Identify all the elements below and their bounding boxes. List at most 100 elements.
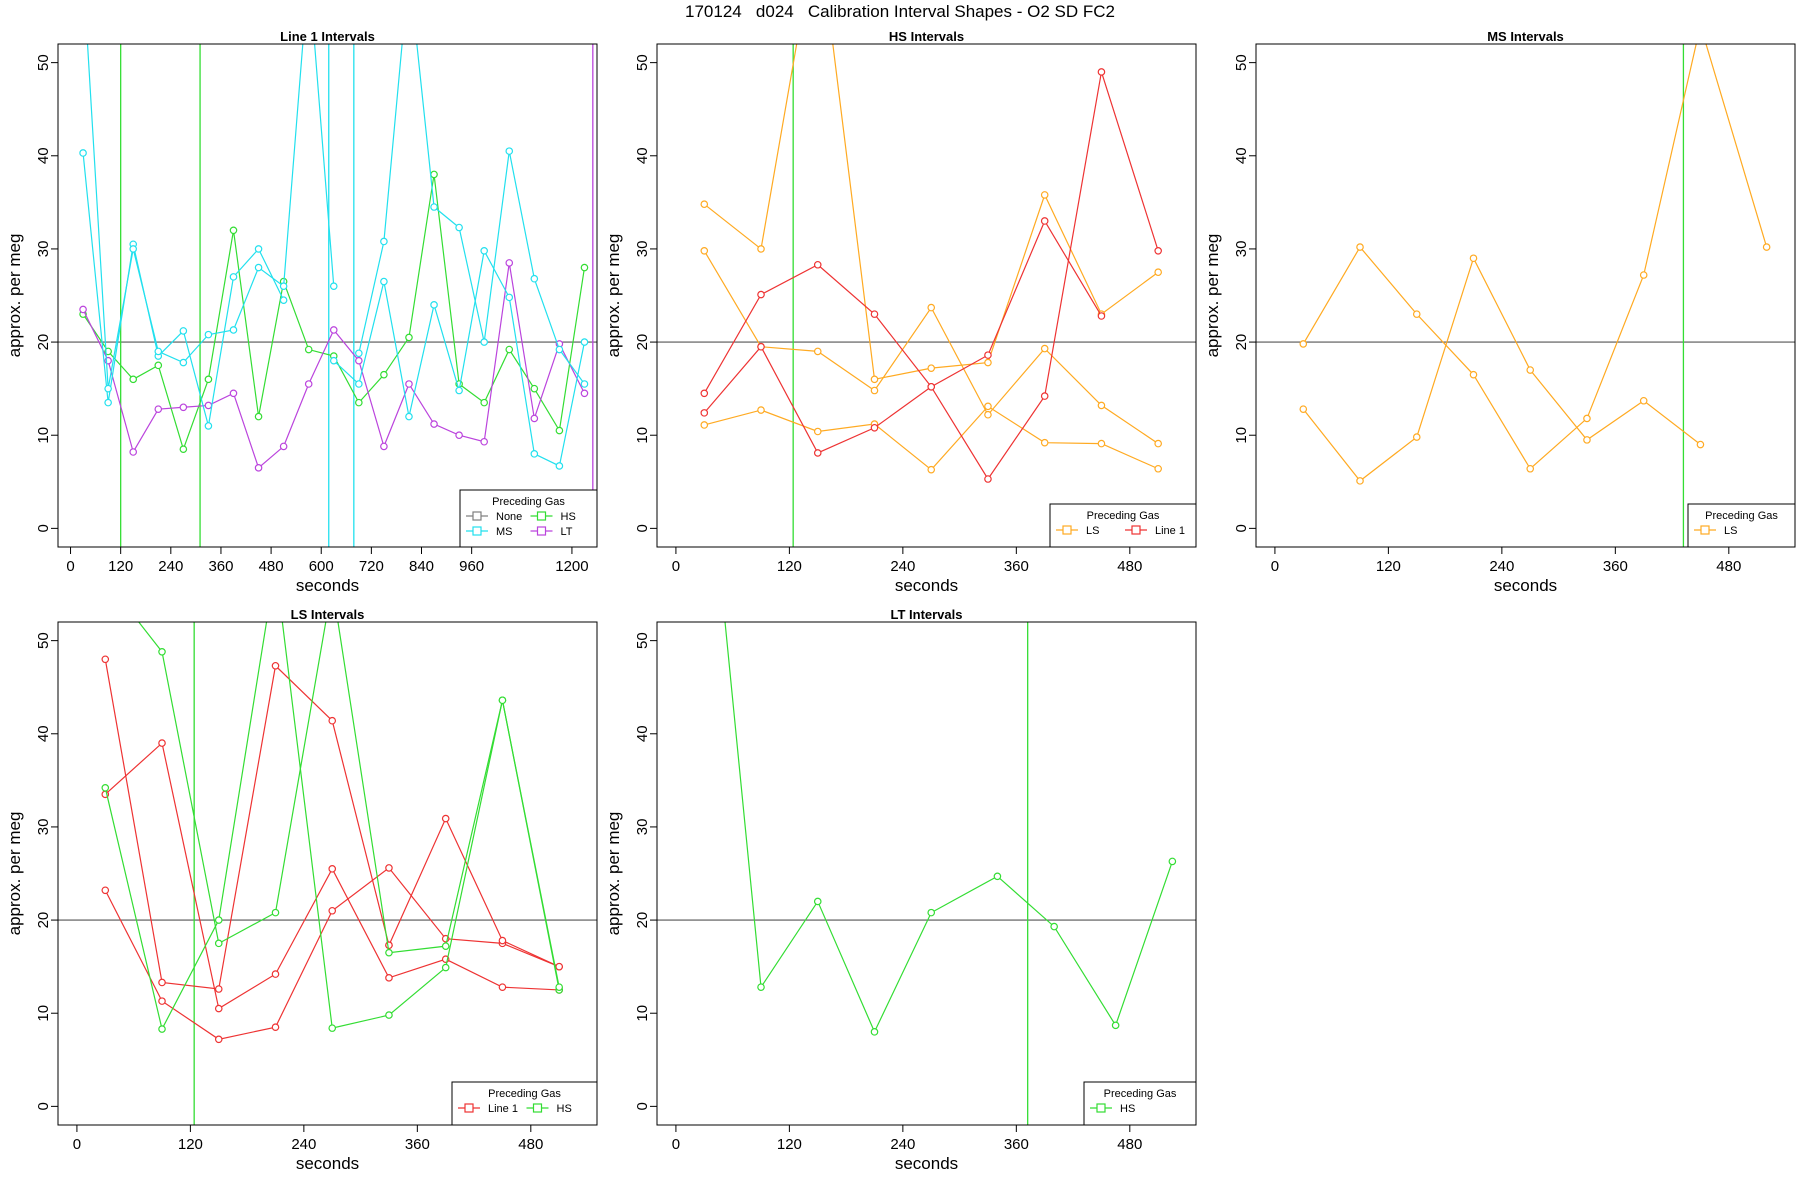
legend-swatch-marker bbox=[536, 526, 547, 536]
series-line bbox=[1302, 256, 1701, 482]
x-tick-label: 0 bbox=[672, 1136, 680, 1153]
data-point bbox=[1040, 191, 1049, 199]
y-tick-label: 30 bbox=[634, 241, 651, 258]
data-point bbox=[179, 403, 188, 412]
y-tick-label: 50 bbox=[1233, 54, 1250, 71]
plot-frame bbox=[656, 43, 1197, 548]
y-tick-label: 40 bbox=[35, 147, 52, 164]
plot-area bbox=[58, 622, 597, 1125]
legend-label: HS bbox=[1120, 1103, 1135, 1115]
y-tick-label: 20 bbox=[35, 334, 52, 351]
data-point bbox=[329, 356, 338, 365]
data-point bbox=[328, 1024, 337, 1032]
series-line bbox=[388, 817, 560, 968]
panel-2: HS Intervals 0 120 240 360 480 0 10 20 30 40 50 seco… bbox=[604, 29, 1197, 595]
series-line bbox=[703, 219, 1102, 454]
data-point bbox=[271, 970, 280, 978]
legend-title: Preceding Gas bbox=[1104, 1088, 1177, 1100]
panel-4: LS Intervals 0 120 240 360 480 0 10 20 30 40 50 seco… bbox=[5, 607, 598, 1173]
data-point bbox=[304, 345, 313, 354]
legend-swatch-marker bbox=[532, 1103, 543, 1113]
data-point bbox=[441, 963, 450, 972]
data-point bbox=[757, 983, 765, 991]
x-axis-label: seconds bbox=[296, 576, 359, 595]
data-point bbox=[984, 410, 992, 419]
panel-title: LT Intervals bbox=[890, 607, 962, 622]
data-point bbox=[870, 423, 879, 432]
data-point bbox=[1154, 268, 1162, 277]
data-point bbox=[1762, 243, 1771, 251]
data-point bbox=[700, 246, 709, 255]
data-point bbox=[580, 263, 589, 272]
data-point bbox=[813, 427, 822, 436]
y-tick-label: 40 bbox=[1233, 147, 1250, 164]
data-point bbox=[104, 398, 112, 407]
data-point bbox=[204, 401, 213, 410]
data-point bbox=[214, 939, 223, 948]
y-tick-label: 30 bbox=[1233, 241, 1250, 258]
plot-frame bbox=[656, 621, 1197, 1126]
data-point bbox=[1040, 392, 1049, 400]
y-tick-label: 0 bbox=[634, 1102, 651, 1110]
y-tick-label: 30 bbox=[35, 819, 52, 836]
data-point bbox=[254, 245, 263, 253]
y-tick-label: 10 bbox=[1233, 427, 1250, 444]
x-tick-label: 480 bbox=[1716, 558, 1741, 575]
panel-title: LS Intervals bbox=[291, 607, 365, 622]
data-point bbox=[101, 784, 110, 792]
legend: Preceding Gas LS bbox=[1687, 503, 1796, 548]
data-point bbox=[480, 338, 488, 346]
data-point bbox=[1696, 440, 1705, 449]
legend-label: LT bbox=[561, 526, 573, 538]
data-point bbox=[1583, 436, 1591, 444]
data-point bbox=[385, 1011, 393, 1019]
data-point bbox=[455, 386, 463, 395]
data-point bbox=[271, 661, 280, 670]
x-tick-label: 720 bbox=[359, 558, 384, 575]
series-line bbox=[104, 659, 390, 990]
data-point bbox=[580, 338, 589, 346]
data-point bbox=[254, 464, 263, 472]
data-point bbox=[158, 997, 166, 1005]
plot-frame bbox=[1255, 43, 1796, 548]
data-point bbox=[757, 245, 765, 253]
y-tick-label: 20 bbox=[634, 912, 651, 929]
x-tick-label: 120 bbox=[108, 558, 133, 575]
series-line bbox=[104, 741, 560, 1010]
x-tick-label: 0 bbox=[66, 558, 74, 575]
data-point bbox=[304, 380, 313, 388]
data-point bbox=[158, 648, 166, 656]
y-tick-label: 20 bbox=[634, 334, 651, 351]
legend-label: None bbox=[496, 511, 522, 523]
series-line bbox=[704, 405, 1159, 471]
data-point bbox=[214, 1035, 223, 1044]
legend-swatch-marker bbox=[1700, 525, 1710, 535]
panel-5: LT Intervals 0 120 240 360 480 0 10 20 30 40 50 seco… bbox=[604, 607, 1197, 1173]
data-point bbox=[385, 974, 393, 982]
x-tick-label: 240 bbox=[291, 1136, 316, 1153]
data-point bbox=[355, 380, 363, 388]
y-axis-label: approx. per meg bbox=[1203, 234, 1222, 358]
data-point bbox=[1412, 433, 1421, 441]
data-point bbox=[870, 375, 879, 384]
data-point bbox=[984, 358, 992, 367]
legend-title: Preceding Gas bbox=[1087, 510, 1160, 522]
y-tick-label: 50 bbox=[634, 632, 651, 649]
x-tick-label: 360 bbox=[405, 1136, 430, 1153]
data-point bbox=[158, 739, 166, 747]
data-point bbox=[1469, 370, 1478, 379]
y-tick-label: 40 bbox=[634, 147, 651, 164]
legend-title: Preceding Gas bbox=[488, 1088, 561, 1100]
x-tick-label: 360 bbox=[1004, 1136, 1029, 1153]
legend-swatch-marker bbox=[1131, 525, 1141, 535]
series-line bbox=[358, 44, 585, 385]
data-point bbox=[385, 941, 393, 950]
legend-swatch-marker bbox=[472, 526, 482, 536]
x-tick-label: 600 bbox=[309, 558, 334, 575]
y-tick-label: 40 bbox=[35, 725, 52, 742]
legend-box bbox=[459, 489, 598, 548]
data-point bbox=[530, 384, 539, 393]
y-axis-label: approx. per meg bbox=[604, 234, 623, 358]
x-tick-label: 840 bbox=[409, 558, 434, 575]
